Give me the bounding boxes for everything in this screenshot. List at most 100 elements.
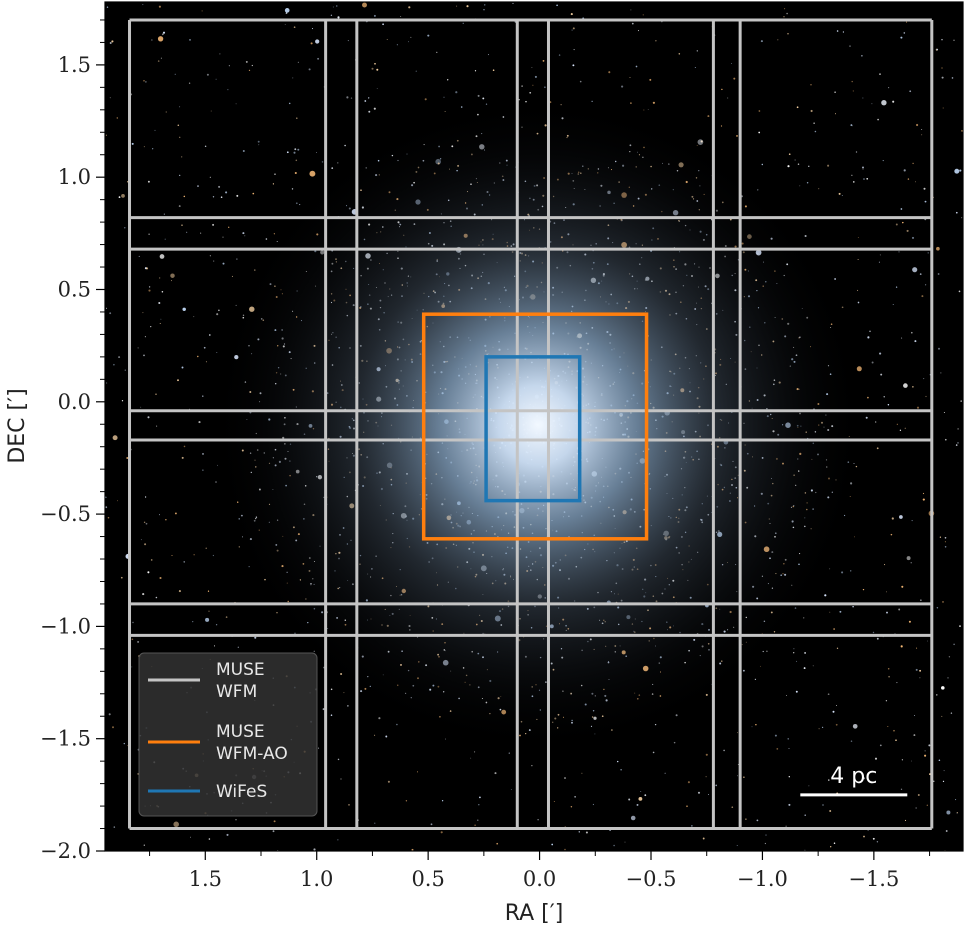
star (737, 732, 739, 734)
star (441, 800, 444, 802)
star (113, 826, 116, 828)
star (159, 514, 161, 516)
cluster-core-glow (208, 95, 868, 755)
star (479, 796, 481, 799)
star (737, 775, 738, 777)
x-tick-label: 0.0 (523, 867, 556, 891)
star (877, 118, 879, 121)
star (784, 8, 786, 10)
star (212, 196, 215, 198)
star (696, 50, 698, 52)
star (613, 844, 615, 847)
star (123, 742, 125, 745)
star (474, 70, 477, 72)
star (942, 107, 944, 109)
star (694, 67, 696, 68)
star (592, 803, 594, 806)
star (912, 162, 914, 165)
star (957, 442, 959, 444)
star (430, 823, 433, 826)
star (925, 395, 927, 398)
star (140, 406, 142, 408)
star (687, 781, 690, 784)
star (109, 42, 112, 44)
star (272, 183, 275, 185)
star (192, 620, 194, 623)
star (956, 812, 958, 814)
star (788, 803, 791, 806)
star (179, 106, 181, 108)
star (891, 517, 894, 520)
star (900, 36, 903, 39)
star (943, 411, 945, 414)
star (332, 6, 334, 8)
star (374, 734, 376, 736)
star (895, 286, 898, 288)
star (252, 192, 255, 195)
star (705, 776, 707, 778)
star (225, 191, 228, 194)
star (786, 12, 788, 15)
star (921, 128, 923, 130)
star (564, 777, 566, 779)
star (850, 124, 853, 127)
star (215, 624, 218, 626)
star (862, 588, 865, 591)
star (867, 396, 869, 399)
star (160, 318, 162, 320)
star (914, 340, 917, 343)
star (896, 423, 898, 425)
star (348, 804, 350, 806)
star (297, 61, 300, 63)
star (857, 301, 860, 304)
star (661, 21, 663, 23)
legend-label: WFM (216, 682, 257, 702)
star (796, 660, 798, 662)
star (182, 307, 186, 312)
star (147, 180, 150, 183)
star (218, 185, 221, 188)
star (898, 251, 900, 253)
star (787, 33, 789, 35)
star (808, 785, 810, 787)
star (179, 136, 181, 138)
star (901, 337, 903, 339)
star (205, 361, 207, 363)
star (818, 728, 820, 730)
star (219, 53, 221, 55)
y-tick-label: −0.5 (40, 502, 91, 526)
star (828, 779, 830, 781)
star (296, 117, 298, 119)
star (919, 669, 922, 672)
star (755, 724, 757, 726)
star (608, 71, 611, 74)
star (787, 165, 790, 168)
star (466, 5, 469, 8)
star (202, 469, 204, 471)
star (795, 690, 798, 693)
star (862, 97, 864, 99)
star (124, 227, 126, 229)
star (147, 416, 150, 419)
star (197, 355, 199, 358)
star (186, 231, 188, 233)
star (477, 819, 479, 821)
star (337, 758, 340, 761)
star (960, 400, 962, 402)
star (862, 166, 864, 169)
star (405, 800, 408, 802)
star (143, 521, 146, 524)
star (808, 165, 810, 167)
star (537, 819, 539, 821)
star (170, 273, 175, 278)
star (923, 187, 926, 190)
star (558, 54, 561, 56)
star (788, 747, 790, 749)
star (159, 323, 161, 324)
star (542, 59, 545, 62)
star (827, 693, 830, 696)
star (162, 31, 166, 34)
star (838, 192, 841, 195)
star (510, 789, 512, 790)
star (916, 647, 918, 649)
